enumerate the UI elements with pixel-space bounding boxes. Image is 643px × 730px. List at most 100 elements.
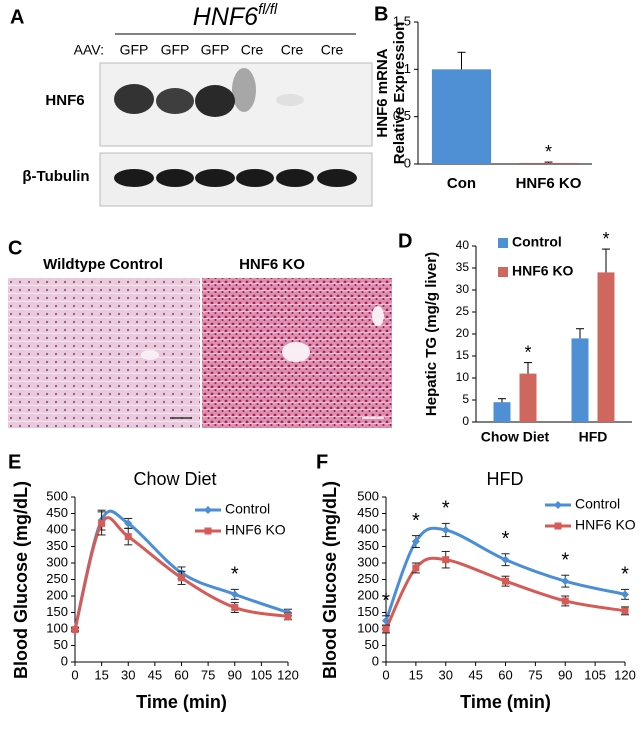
y-axis-label: Blood Glucose (mg/dL) — [320, 481, 340, 679]
legend-swatch — [498, 267, 508, 277]
y-tick-label: 0 — [462, 414, 469, 428]
marker — [284, 612, 292, 620]
legend-marker — [554, 522, 562, 530]
lane-labels: GFP GFP GFP Cre Cre Cre — [120, 42, 344, 58]
y-tick-label: 250 — [357, 571, 379, 586]
marker — [561, 577, 570, 586]
lane-label: GFP — [201, 42, 230, 58]
marker — [621, 607, 629, 615]
significance: * — [561, 549, 569, 571]
x-tick-label: 45 — [468, 667, 482, 682]
significance: * — [412, 510, 420, 532]
y-tick-label: 250 — [46, 571, 68, 586]
legend-label: Control — [575, 496, 620, 512]
y-tick-label: 150 — [46, 604, 68, 619]
marker — [231, 604, 239, 612]
marker — [412, 564, 420, 572]
y-tick-label: 450 — [357, 505, 379, 520]
blot-title-sup: fl/fl — [258, 1, 278, 18]
chart-title: Chow Diet — [133, 469, 216, 489]
y-tick-label: 150 — [357, 604, 379, 619]
y-tick-label: 350 — [357, 538, 379, 553]
panel-letter: C — [8, 237, 22, 259]
x-tick-label: 75 — [201, 667, 215, 682]
bar — [571, 338, 589, 422]
y-tick-label: 200 — [46, 587, 68, 602]
marker — [382, 625, 390, 633]
bar — [431, 69, 492, 164]
y-tick-label: 25 — [456, 304, 470, 318]
y-tick-label: 500 — [357, 488, 379, 503]
legend-label: HNF6 KO — [575, 517, 636, 533]
x-tick-label: 75 — [528, 667, 542, 682]
band-label: β-Tubulin — [22, 168, 89, 185]
y-axis-label: Hepatic TG (mg/g liver) — [423, 252, 440, 416]
chart-title: HFD — [487, 469, 524, 489]
significance: * — [545, 142, 552, 162]
y-axis-label: HNF6 mRNA — [374, 48, 391, 137]
vessel — [282, 342, 310, 362]
vessel — [141, 350, 159, 360]
y-tick-label: 10 — [456, 370, 470, 384]
panel-letter: D — [398, 230, 412, 252]
tubulin-bands — [114, 169, 357, 187]
x-tick-label: 60 — [498, 667, 512, 682]
y-tick-label: 100 — [46, 620, 68, 635]
blot-title: HNF6fl/fl — [193, 1, 278, 31]
y-tick-label: 300 — [357, 554, 379, 569]
y-tick-label: 400 — [46, 521, 68, 536]
y-tick-label: 0 — [61, 653, 68, 668]
legend-marker — [204, 506, 212, 514]
image-label: Wildtype Control — [43, 256, 163, 273]
x-tick-label: HNF6 KO — [516, 175, 582, 192]
marker — [98, 519, 106, 527]
significance: * — [231, 564, 239, 586]
x-tick-label: 0 — [382, 667, 389, 682]
significance: * — [524, 342, 531, 362]
y-axis-label: Blood Glucose (mg/dL) — [11, 481, 31, 679]
lane-label: GFP — [161, 42, 190, 58]
lane-label: Cre — [321, 42, 344, 58]
panel-letter: F — [316, 451, 328, 473]
marker — [71, 626, 79, 634]
histology-image — [8, 278, 200, 428]
legend-label: HNF6 KO — [225, 522, 286, 538]
x-tick-label: 105 — [584, 667, 606, 682]
legend-marker — [204, 527, 212, 535]
significance: * — [602, 229, 609, 249]
y-tick-label: 50 — [365, 637, 379, 652]
y-tick-label: 450 — [46, 505, 68, 520]
marker — [124, 519, 133, 528]
x-tick-label: 120 — [277, 667, 299, 682]
blot-title-main: HNF6 — [193, 3, 258, 31]
marker — [441, 526, 450, 534]
band-label: HNF6 — [45, 92, 84, 109]
hnf6-bands — [114, 68, 304, 117]
x-tick-label: 30 — [439, 667, 453, 682]
significance: * — [382, 590, 390, 612]
y-tick-label: 20 — [456, 326, 470, 340]
x-tick-label: 120 — [614, 667, 636, 682]
marker — [411, 537, 420, 546]
y-tick-label: 200 — [357, 587, 379, 602]
y-tick-label: 1 — [404, 61, 411, 76]
y-tick-label: 400 — [357, 521, 379, 536]
x-tick-label: 0 — [71, 667, 78, 682]
significance: * — [621, 564, 629, 586]
marker — [442, 556, 450, 564]
x-tick-label: 90 — [558, 667, 572, 682]
x-tick-label: HFD — [579, 429, 608, 445]
y-tick-label: 1.5 — [393, 13, 411, 28]
marker — [621, 590, 629, 599]
x-tick-label: 15 — [94, 667, 108, 682]
x-tick-label: 30 — [121, 667, 135, 682]
bar — [519, 373, 537, 422]
legend-label: Control — [225, 501, 270, 517]
marker — [230, 590, 239, 599]
marker — [178, 574, 185, 582]
marker — [561, 597, 569, 605]
lane-label: GFP — [120, 42, 149, 58]
x-tick-label: 60 — [174, 667, 188, 682]
